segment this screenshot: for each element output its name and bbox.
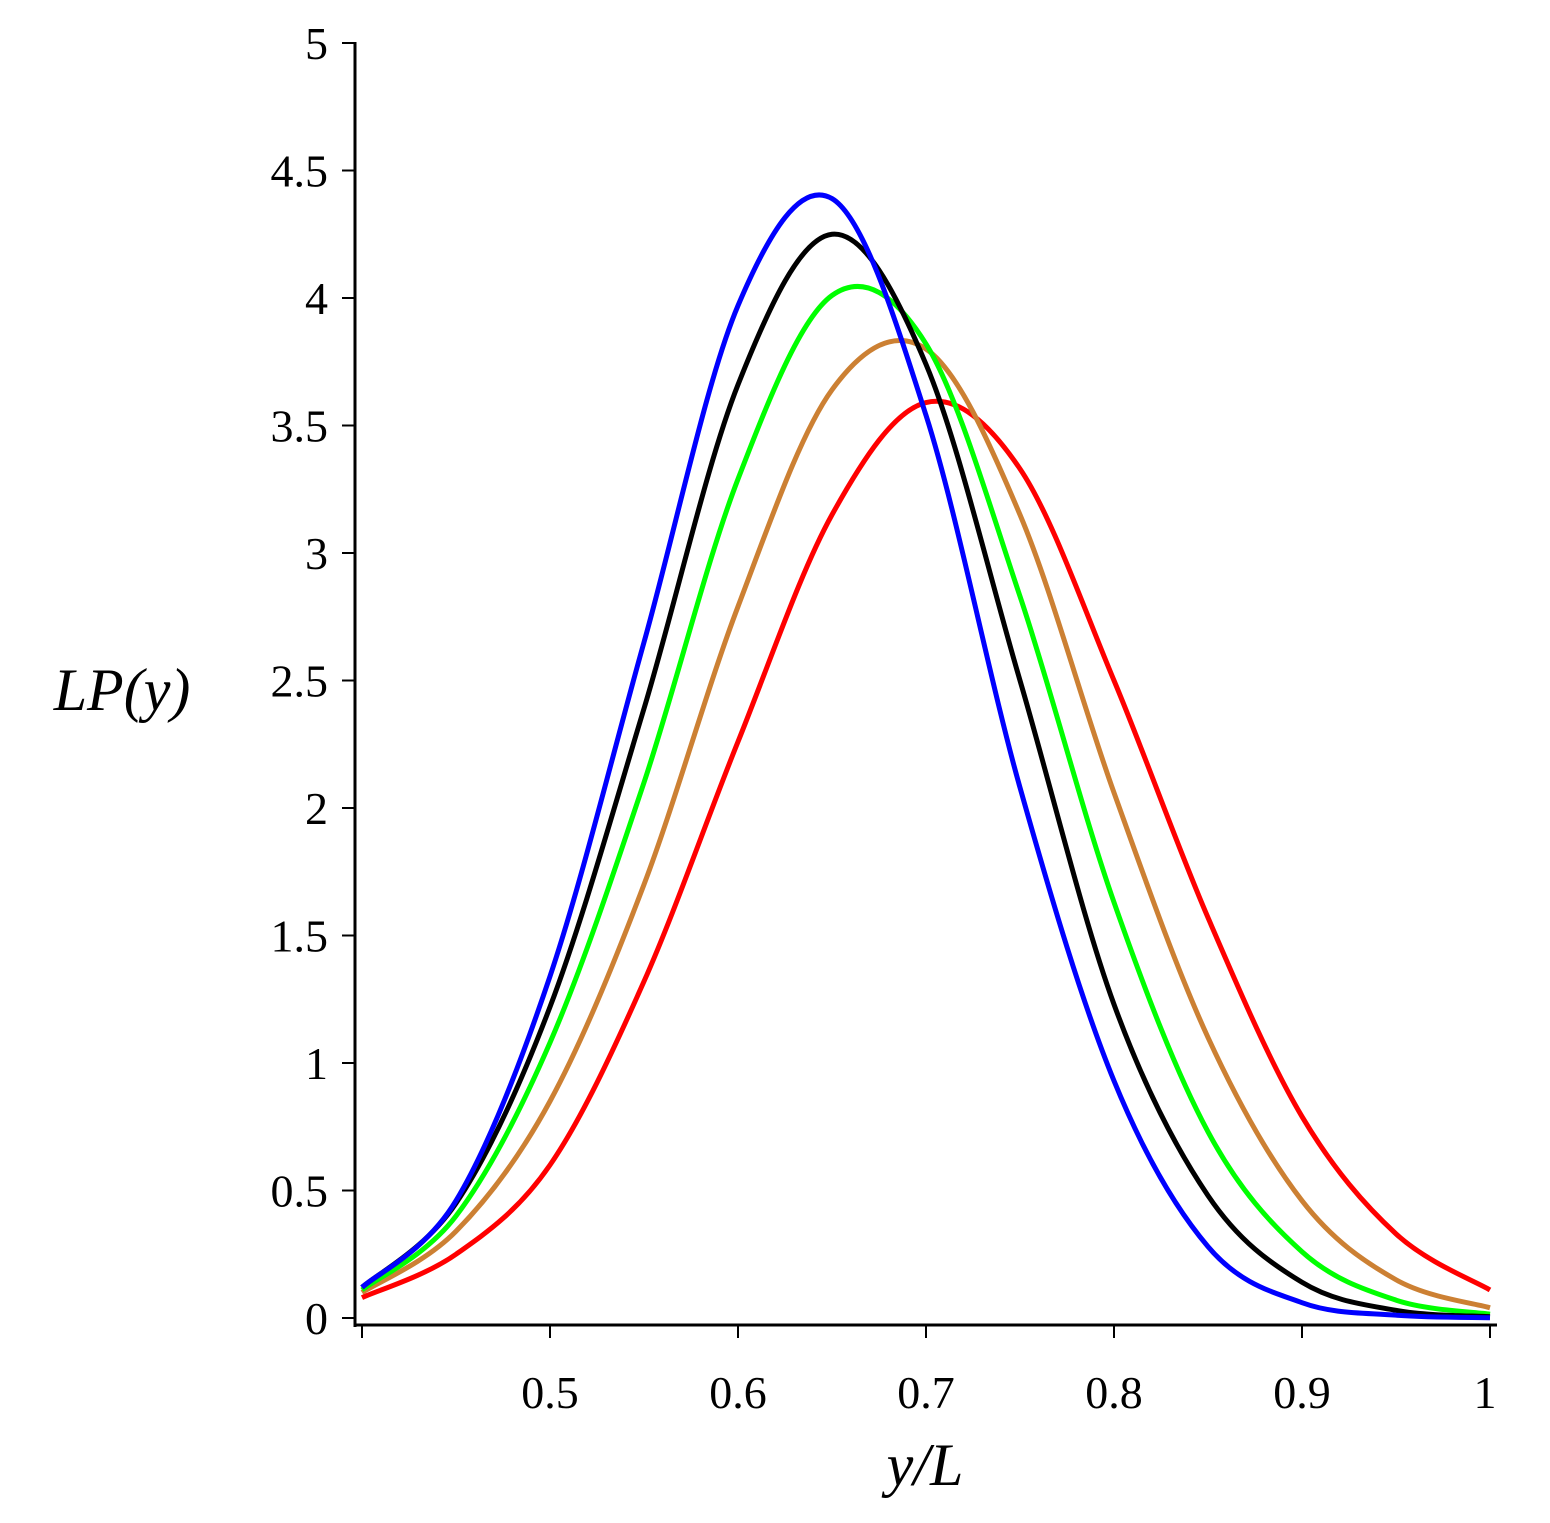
y-axis-title: LP(y) [53,657,191,723]
y-tick-label: 2.5 [271,656,329,707]
y-tick-label: 0 [305,1293,328,1344]
y-tick-label: 1 [305,1038,328,1089]
x-tick-label: 0.8 [1085,1367,1143,1418]
x-tick-label: 0.7 [897,1367,955,1418]
x-ticks: 0.5 0.6 0.7 0.8 0.9 1 [361,1325,1497,1418]
series-line-red [360,398,1492,1300]
series-line-orange [360,338,1491,1311]
series-line-blue [360,192,1491,1321]
y-tick-label: 4.5 [271,146,329,197]
series-line-green [360,283,1491,1317]
curves [360,192,1492,1321]
y-tick-label: 4 [305,273,328,324]
y-tick-label: 0.5 [271,1166,329,1217]
y-tick-label: 3 [305,528,328,579]
y-tick-label: 1.5 [271,911,329,962]
series-line-black [360,231,1491,1320]
x-tick-label: 0.6 [709,1367,767,1418]
x-tick-label: 1 [1474,1367,1497,1418]
y-tick-label: 5 [305,18,328,69]
y-tick-label: 3.5 [271,401,329,452]
x-tick-label: 0.9 [1273,1367,1331,1418]
y-ticks: 0 0.5 1 1.5 2 2.5 3 3.5 4 4.5 5 [271,18,355,1344]
x-axis-title: y/L [881,1432,964,1498]
y-tick-label: 2 [305,783,328,834]
x-tick-label: 0.5 [521,1367,579,1418]
